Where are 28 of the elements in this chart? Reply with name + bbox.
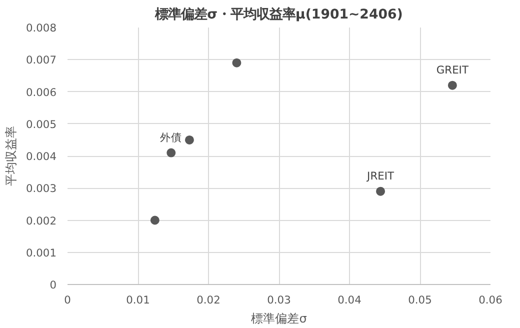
y-tick-label: 0.005: [26, 118, 57, 131]
y-tick-label: 0.007: [26, 54, 57, 67]
y-tick-label: 0.006: [26, 86, 57, 99]
point: [166, 148, 176, 158]
y-tick-label: 0.004: [26, 150, 57, 163]
y-axis-title: 平均収益率: [4, 126, 18, 186]
point: [376, 186, 386, 196]
annotation: 外債: [160, 130, 182, 144]
annotation: GREIT: [436, 63, 469, 76]
point: [448, 80, 457, 90]
y-tick-label: 0: [50, 278, 57, 292]
y-tick-label: 0.001: [26, 246, 57, 260]
x-tick-label: 0.06: [478, 294, 503, 306]
y-tick-label: 0.008: [26, 22, 57, 34]
x-tick-label: 0: [64, 294, 72, 306]
x-tick-label: 0.03: [267, 294, 291, 306]
y-tick-label: 0.002: [26, 214, 57, 228]
y-tick-label: 0.003: [26, 182, 57, 196]
point: [232, 58, 242, 68]
x-tick-label: 0.05: [408, 294, 432, 306]
annotation: JREIT: [366, 169, 394, 182]
point: [184, 135, 194, 144]
x-tick-label: 0.01: [126, 294, 150, 306]
chart-title: 標準偏差σ・平均収益率μ(1901~2406): [154, 6, 403, 22]
x-axis-title: 標準偏差σ: [251, 312, 308, 326]
x-tick-label: 0.02: [196, 294, 220, 306]
x-tick-label: 0.04: [338, 294, 362, 306]
point: [150, 216, 160, 225]
